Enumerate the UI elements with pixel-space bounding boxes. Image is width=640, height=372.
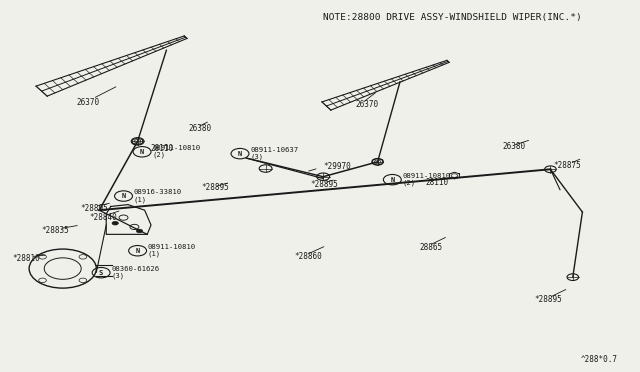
Text: (1): (1): [134, 196, 147, 203]
Text: (1): (1): [148, 251, 161, 257]
Text: *28895: *28895: [80, 204, 108, 213]
Text: N: N: [136, 248, 140, 254]
Text: *28895: *28895: [310, 180, 338, 189]
Text: 08911-10810: 08911-10810: [152, 145, 200, 151]
Circle shape: [112, 221, 118, 225]
Text: *29970: *29970: [323, 162, 351, 171]
Text: (2): (2): [403, 180, 416, 186]
Text: S: S: [99, 270, 103, 276]
Text: 08911-10810: 08911-10810: [148, 244, 196, 250]
Text: N: N: [122, 193, 125, 199]
Circle shape: [136, 229, 143, 233]
Text: (3): (3): [250, 154, 264, 160]
Text: (3): (3): [111, 273, 125, 279]
Text: N: N: [140, 149, 144, 155]
Text: 28110: 28110: [426, 178, 449, 187]
Text: 08360-61626: 08360-61626: [111, 266, 159, 272]
Text: ^288*0.7: ^288*0.7: [580, 355, 618, 364]
Text: *28875: *28875: [554, 161, 581, 170]
Text: N: N: [390, 177, 394, 183]
Text: NOTE:28800 DRIVE ASSY-WINDSHIELD WIPER(INC.*): NOTE:28800 DRIVE ASSY-WINDSHIELD WIPER(I…: [323, 13, 582, 22]
Text: (2): (2): [152, 152, 166, 158]
Text: N: N: [238, 151, 242, 157]
Text: *28840: *28840: [90, 213, 117, 222]
Text: *28835: *28835: [42, 226, 69, 235]
Text: 26380: 26380: [189, 124, 212, 133]
Text: 28110: 28110: [150, 144, 173, 153]
Text: *28810: *28810: [13, 254, 40, 263]
Text: 28865: 28865: [419, 243, 442, 252]
Text: 08911-10637: 08911-10637: [250, 147, 298, 153]
Text: 08911-10810: 08911-10810: [403, 173, 451, 179]
Text: 26380: 26380: [502, 142, 525, 151]
Text: 26370: 26370: [355, 100, 378, 109]
Text: *28860: *28860: [294, 252, 322, 261]
Text: 26370: 26370: [77, 98, 100, 107]
Text: 08916-33810: 08916-33810: [134, 189, 182, 195]
Text: *28895: *28895: [534, 295, 562, 304]
Text: *28895: *28895: [202, 183, 229, 192]
